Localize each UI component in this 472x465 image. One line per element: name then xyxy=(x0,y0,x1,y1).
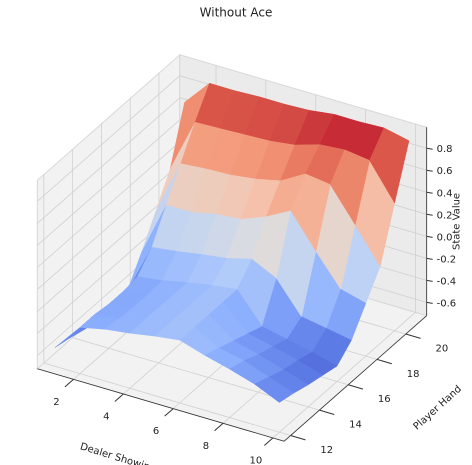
z-tick-label: -0.4 xyxy=(437,276,457,287)
z-tick xyxy=(426,191,433,194)
x-tick-label: 10 xyxy=(249,456,262,465)
x-tick-label: 6 xyxy=(153,426,159,437)
grid-line xyxy=(272,312,416,439)
grid-line xyxy=(37,97,181,224)
y-tick xyxy=(405,333,421,339)
surface-facet xyxy=(369,127,410,204)
x-tick xyxy=(64,378,74,388)
y-tick-label: 18 xyxy=(407,369,420,380)
x-tick xyxy=(214,422,224,432)
z-tick-label: -0.2 xyxy=(437,254,457,265)
grid-line xyxy=(37,163,181,290)
z-tick xyxy=(426,257,433,260)
y-tick xyxy=(319,409,335,415)
z-tick-label: 0.4 xyxy=(437,188,453,199)
z-tick xyxy=(426,147,433,150)
y-tick xyxy=(290,435,306,441)
y-tick-label: 20 xyxy=(436,343,449,354)
x-tick xyxy=(114,393,124,402)
grid-line xyxy=(37,75,181,202)
axis-line xyxy=(37,368,285,442)
y-tick-label: 12 xyxy=(320,445,333,456)
z-tick xyxy=(426,169,433,172)
grid-line xyxy=(37,185,181,312)
axis-line xyxy=(283,315,427,442)
grid-line xyxy=(43,362,291,436)
z-tick-label: 0.0 xyxy=(437,232,453,243)
y-tick xyxy=(348,384,364,390)
x-tick-label: 8 xyxy=(203,441,209,452)
z-tick-label: 0.8 xyxy=(437,144,453,155)
chart-title: Without Ace xyxy=(200,6,273,20)
x-tick xyxy=(164,408,174,417)
y-axis-label: Player Hand xyxy=(412,384,464,433)
x-tick-label: 2 xyxy=(53,397,59,408)
grid-line xyxy=(37,141,181,268)
x-tick xyxy=(264,437,274,446)
z-tick-label: 0.2 xyxy=(437,210,453,221)
grid-line xyxy=(37,119,181,246)
y-tick xyxy=(376,358,392,365)
z-tick-label: -0.6 xyxy=(437,298,457,309)
surface-facet xyxy=(254,376,295,403)
z-tick xyxy=(426,279,433,282)
z-tick xyxy=(426,235,433,238)
z-tick xyxy=(426,213,433,216)
x-axis-label: Dealer Showing xyxy=(79,441,157,465)
z-tick-label: 0.6 xyxy=(437,166,453,177)
x-tick-label: 4 xyxy=(103,412,109,423)
z-axis-label: State Value xyxy=(452,193,463,250)
y-tick-label: 14 xyxy=(349,420,362,431)
y-tick-label: 16 xyxy=(378,394,391,405)
z-tick xyxy=(426,301,433,304)
